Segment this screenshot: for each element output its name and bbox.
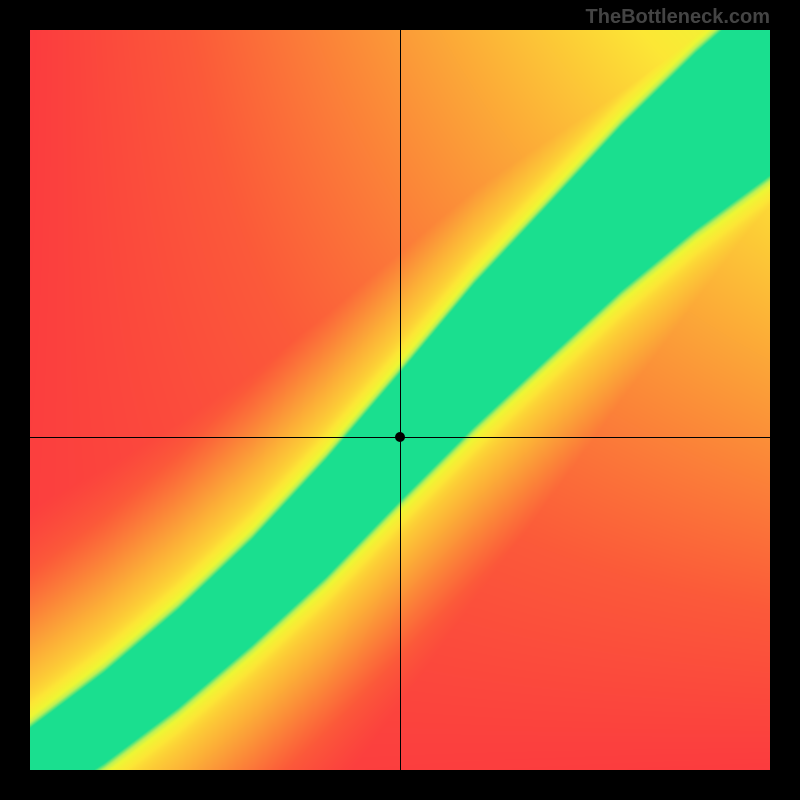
- crosshair-vertical: [400, 30, 401, 770]
- heatmap-plot: [30, 30, 770, 770]
- selection-marker: [395, 432, 405, 442]
- watermark-text: TheBottleneck.com: [586, 6, 770, 29]
